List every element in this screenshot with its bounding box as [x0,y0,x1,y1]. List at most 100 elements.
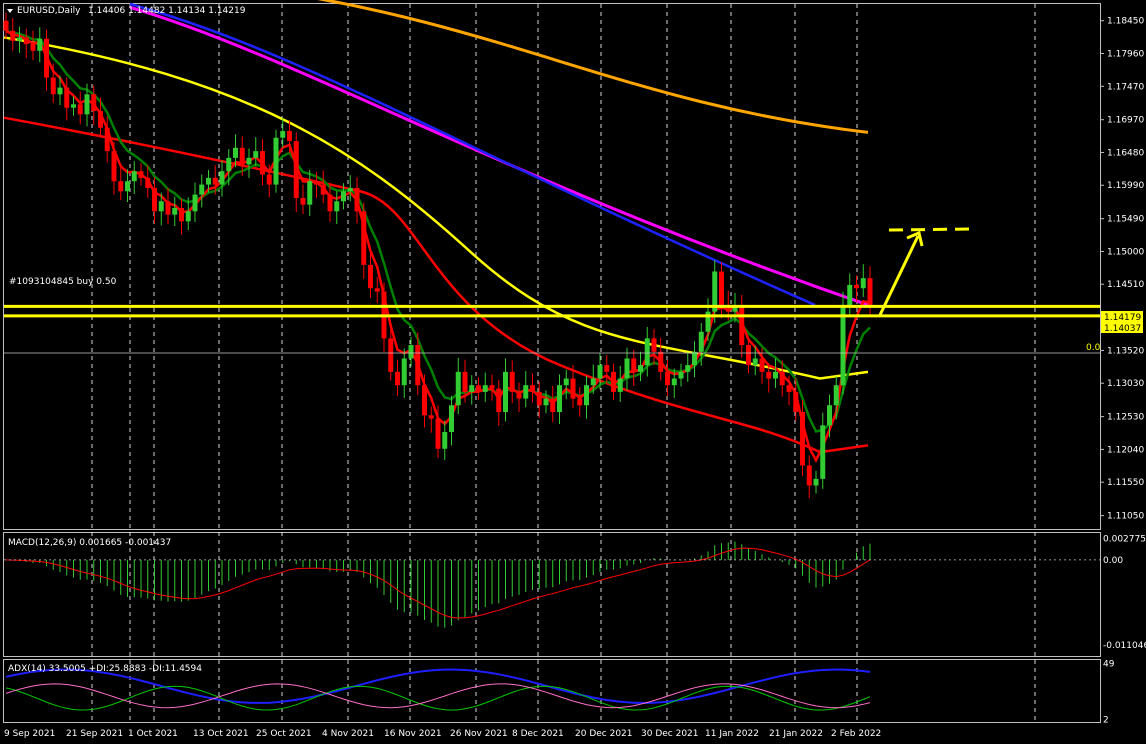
candle-bear [800,411,805,466]
ma-magenta-line [129,5,869,307]
candle-bull [847,284,853,305]
candle-bull [192,194,198,212]
time-label: 2 Feb 2022 [831,729,881,739]
price-tick-label: 1.12040 [1107,445,1144,455]
candle-bear [786,385,792,392]
candle-bull [712,271,718,312]
time-label: 11 Jan 2022 [705,729,759,739]
candle-bear [314,181,319,185]
candle-bear [577,398,583,406]
candle-bear [3,20,9,31]
candle-bear [50,77,56,95]
order-label: #1093104845 buy 0.50 [9,277,117,287]
candle-bear [854,284,859,289]
time-label: 26 Nov 2021 [450,729,508,739]
candle-bear [239,147,245,165]
adx-header-label: ADX(14) 33.5005 +DI:25.8883 -DI:11.4594 [8,664,202,674]
price-tag-2 [1101,322,1143,333]
candle-bull [17,37,22,41]
price-tag-1-text: 1.14179 [1104,313,1141,323]
candle-bull [334,201,340,212]
symbol-label: EURUSD,Daily [17,6,81,16]
candle-bear [91,94,97,112]
adx-line [5,668,871,704]
candle-bear [611,371,616,392]
candle-bull [206,177,211,185]
ohlc-label: 1.14406 1.14482 1.14134 1.14219 [88,6,246,16]
candle-bear [476,385,481,392]
candle-bear [111,151,117,182]
candle-bull [442,432,448,449]
candle-bull [246,157,252,165]
price-tick-label: 1.13520 [1107,346,1144,356]
candle-bear [516,391,522,399]
candle-bull [503,371,508,412]
candle-bear [98,111,103,128]
candle-bear [368,264,373,289]
candle-bear [509,371,515,392]
sma-200-line [3,36,869,380]
price-tick-label: 1.12530 [1107,413,1144,423]
adx-tick-label: 49 [1103,660,1115,670]
candle-bull [158,201,164,212]
candle-bull [57,87,63,95]
time-label: 8 Dec 2021 [512,729,564,739]
candle-bull [860,278,866,289]
dropdown-triangle-icon[interactable] [7,9,13,13]
candle-bear [300,197,306,205]
candle-bear [719,271,724,305]
candle-bull [827,405,832,426]
candle-bear [10,30,16,41]
price-tick-label: 1.17960 [1107,49,1144,59]
candle-bull [584,385,589,406]
candle-bull [71,104,76,108]
candle-bear [806,465,812,486]
candle-bear [395,371,400,386]
candle-bull [131,171,137,182]
candle-bull [840,304,846,386]
candle-bull [597,365,603,379]
candle-bull [732,304,738,312]
candle-bear [23,37,29,45]
candle-bear [30,44,36,51]
price-tag-2-text: 1.14037 [1104,324,1141,334]
candle-bear [428,415,434,419]
price-tick-label: 1.11050 [1107,512,1144,522]
horizontal-levels [4,304,1100,354]
candle-bear [766,371,772,379]
time-label: 21 Sep 2021 [66,729,123,739]
price-tick-label: 1.13030 [1107,379,1144,389]
candle-bull [185,211,191,222]
candlesticks [3,12,873,499]
price-tick-label: 1.15990 [1107,181,1144,191]
candle-bear [138,171,144,178]
candle-bull [408,345,414,359]
candle-bull [37,38,43,51]
candle-bear [104,127,110,152]
candle-bull [644,338,650,366]
price-tick-label: 1.16480 [1107,148,1144,158]
candle-bear [489,385,495,389]
candle-bull [692,351,697,366]
candle-bear [462,371,468,392]
macd-tick-label: -0.011046 [1103,641,1146,651]
candle-bear [550,398,556,412]
price-tick-label: 1.15490 [1107,215,1144,225]
time-label: 1 Oct 2021 [128,729,178,739]
candle-bull [253,151,259,158]
macd-signal-line [5,547,871,619]
target-dashed-line [888,227,973,232]
price-tick-label: 1.11550 [1107,478,1144,488]
plus-di-line [5,685,871,711]
candle-bull [455,371,461,406]
candle-bull [172,207,178,215]
candle-bull [685,365,691,372]
candle-bull [813,478,819,486]
candle-bear [165,201,171,215]
candle-bull [84,94,90,115]
time-axis: 9 Sep 2021 21 Sep 2021 1 Oct 2021 13 Oct 20… [4,729,881,739]
ma-orange-line [317,0,869,134]
candle-bull [125,181,130,192]
macd-tick-label: 0.002775 [1103,535,1146,545]
